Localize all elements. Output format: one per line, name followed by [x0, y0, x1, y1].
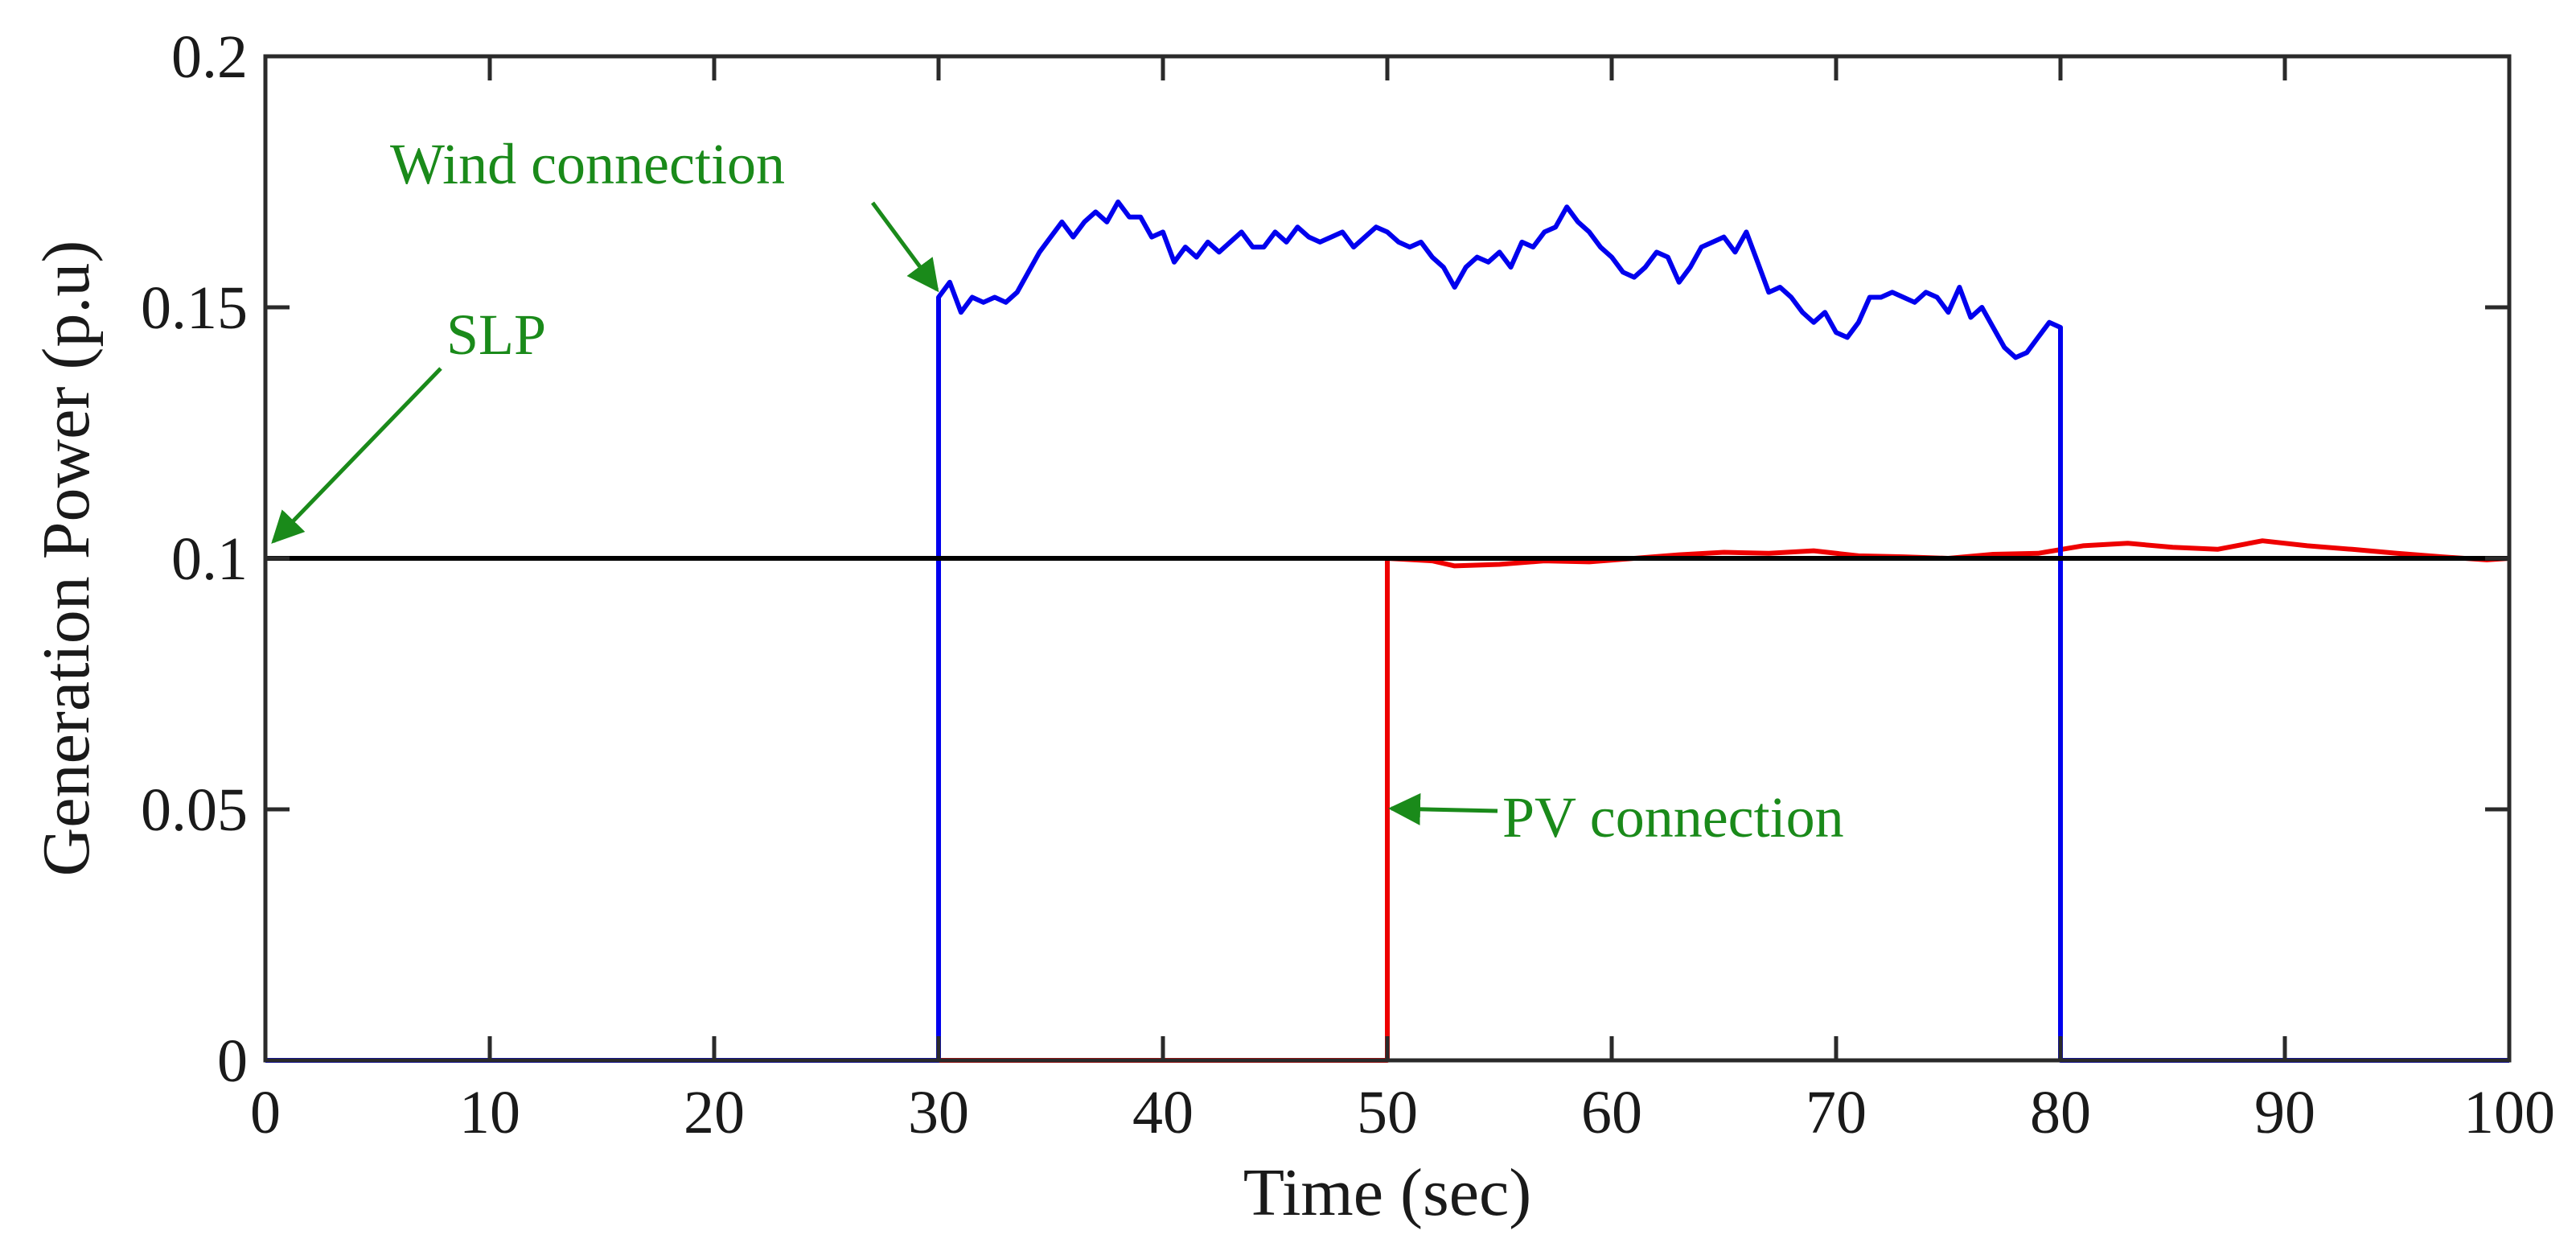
- annotation-wind: Wind connection: [390, 132, 939, 293]
- y-tick-label: 0.15: [141, 274, 248, 342]
- x-tick-label: 50: [1357, 1079, 1418, 1146]
- x-axis-label: Time (sec): [1243, 1155, 1532, 1230]
- x-tick-label: 40: [1132, 1079, 1194, 1146]
- x-tick-label: 60: [1581, 1079, 1642, 1146]
- y-tick-label: 0: [217, 1027, 248, 1095]
- x-tick-label: 30: [908, 1079, 969, 1146]
- wind-connection-label: Wind connection: [390, 132, 785, 196]
- y-tick-label: 0.1: [171, 525, 248, 593]
- x-tick-label: 0: [250, 1079, 281, 1146]
- plot-frame: [263, 54, 2512, 1063]
- slp-label: SLP: [446, 302, 546, 367]
- annotation-pv: PV connection: [1388, 785, 1844, 850]
- x-tick-label: 10: [459, 1079, 520, 1146]
- x-tick-label: 100: [2463, 1079, 2555, 1146]
- y-axis-label: Generation Power (p.u): [29, 241, 104, 877]
- x-tick-label: 90: [2254, 1079, 2315, 1146]
- y-tick-label: 0.2: [171, 23, 248, 91]
- pv-connection-arrow: [1388, 792, 1498, 825]
- x-tick-label: 80: [2030, 1079, 2091, 1146]
- y-tick-label: 0.05: [141, 776, 248, 844]
- x-tick-label: 20: [684, 1079, 745, 1146]
- series-layer: [265, 200, 2510, 1063]
- y-tick-labels: 0 0.05 0.1 0.15 0.2: [141, 23, 248, 1095]
- x-tick-labels: 0 10 20 30 40 50 60 70 80 90 100: [250, 1079, 2555, 1146]
- slp-arrow: [271, 367, 442, 544]
- pv-connection-label: PV connection: [1502, 785, 1844, 850]
- x-tick-label: 70: [1806, 1079, 1867, 1146]
- annotation-slp: SLP: [271, 302, 546, 544]
- wind-connection-arrow: [870, 201, 939, 293]
- series-line-wind: [265, 200, 2509, 1063]
